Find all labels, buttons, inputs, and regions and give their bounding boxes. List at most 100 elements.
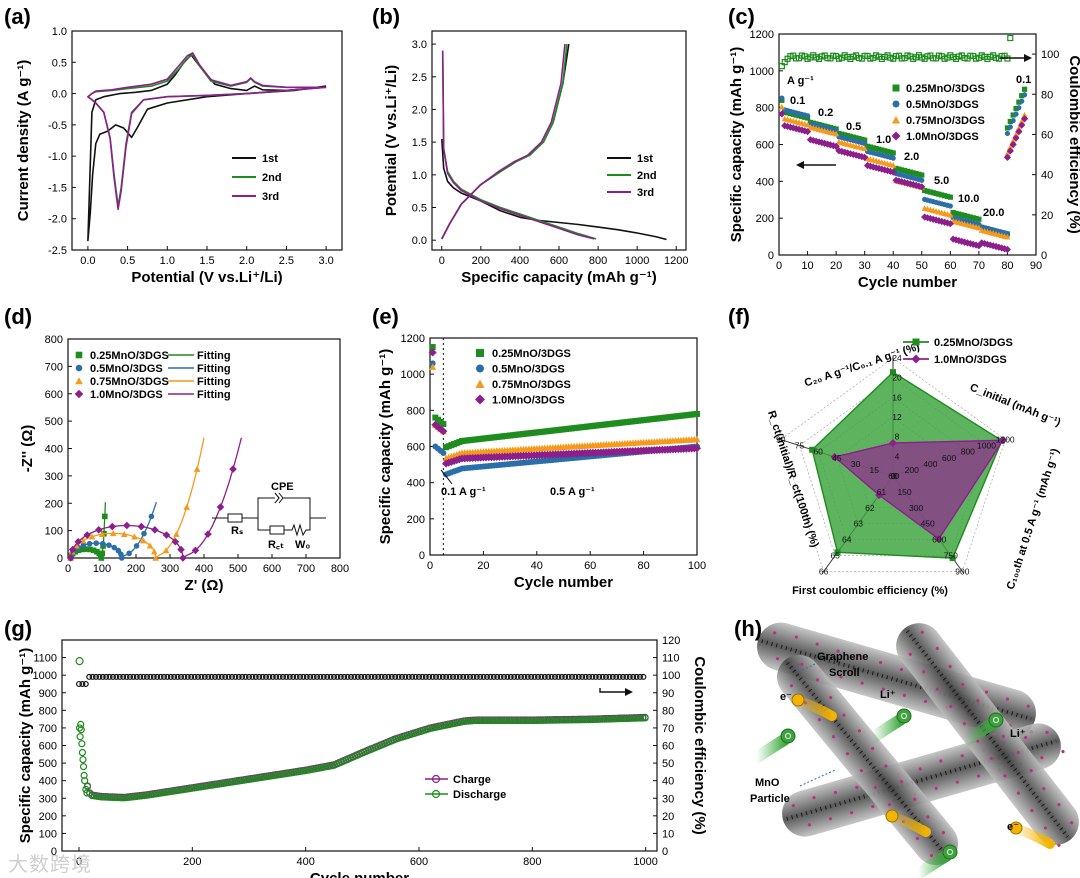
ce-point	[351, 673, 358, 680]
eis-point-0.75MnO/3DGS	[183, 503, 191, 510]
mno-particle	[1061, 749, 1065, 754]
radar-tick: 600	[932, 535, 946, 545]
mno-particle	[871, 804, 875, 809]
x-tick-label: 800	[589, 255, 607, 267]
wo-label: W₀	[295, 539, 310, 551]
ce-point	[443, 673, 450, 680]
graphene-scroll	[896, 623, 1079, 847]
legend-label: Discharge	[453, 789, 506, 801]
panel-h: Li⁺ Li⁺ e⁻ e⁻ Graphene Scroll MnO Particle (h)	[734, 616, 1079, 878]
y-tick-label: -0.5	[48, 120, 67, 132]
eis-point-0.5MnO/3DGS	[126, 550, 132, 557]
x-tick-label: 50	[916, 260, 928, 272]
mno-particle	[1016, 791, 1021, 795]
radar-tick: 63	[854, 519, 864, 529]
right-arrow	[599, 688, 628, 693]
mno-particle	[941, 831, 946, 835]
capacity-point-0.5MnO/3DGS	[890, 155, 896, 161]
x-tick-label: 100	[688, 560, 706, 572]
capacity-point-0.25MnO/3DGS	[950, 210, 956, 216]
cpe-symbol	[274, 492, 284, 504]
ce-point	[636, 673, 643, 680]
ce-point	[521, 673, 528, 680]
radar-vertex	[809, 446, 816, 453]
x-tick-label: 0	[427, 560, 433, 572]
capacity-point-0.25MnO/3DGS	[836, 130, 842, 137]
y-tick-label: 600	[45, 389, 63, 401]
electron	[1009, 821, 1023, 835]
ce-point	[293, 673, 300, 680]
capacity-point-0.5MnO/3DGS	[833, 127, 839, 134]
ce-point	[201, 673, 208, 680]
legend-label: 3rd	[262, 191, 279, 203]
ce-point	[368, 673, 375, 680]
legend-fit-label: Fitting	[197, 350, 231, 362]
capacity-point-0.25MnO/3DGS	[844, 133, 851, 139]
legend-marker	[912, 338, 920, 346]
ce-point	[99, 673, 106, 680]
mno-particle	[1029, 769, 1033, 773]
eis-point-0.75MnO/3DGS	[109, 530, 117, 537]
radar-vertex	[934, 535, 943, 544]
x-tick-label: 40	[887, 260, 899, 272]
mno-particle	[1040, 756, 1044, 760]
legend-label: 1.0MnO/3DGS	[492, 395, 565, 407]
y-tick-label: 900	[39, 688, 57, 700]
eis-point-1.0MnO/3DGS	[171, 537, 180, 546]
eis-point-0.5MnO/3DGS	[106, 542, 112, 548]
ce-point	[436, 673, 443, 680]
y-tick-label: 1000	[401, 369, 425, 381]
mno-particle	[1042, 787, 1046, 791]
capacity-point-0.5MnO/3DGS	[1010, 117, 1016, 124]
mno-particle	[1001, 734, 1005, 739]
ce-point	[242, 673, 249, 680]
ce-point	[290, 673, 297, 680]
radar-tick: 16	[892, 392, 902, 402]
ce-point	[235, 673, 242, 680]
ce-point	[215, 673, 222, 680]
eis-point-0.25MnO/3DGS	[87, 546, 93, 553]
y-tick-label: 400	[39, 776, 57, 788]
ce-point	[626, 673, 633, 680]
y2-tick-label: 110	[662, 653, 680, 665]
capacity-point-0.25MnO/3DGS	[907, 169, 913, 175]
radar-tick: 64	[842, 535, 852, 545]
capacity-point-0.25MnO/3DGS	[1007, 118, 1013, 125]
mno-particle	[923, 699, 928, 703]
ce-point	[198, 673, 205, 680]
ce-point	[314, 673, 321, 680]
radar-vertex	[830, 453, 839, 462]
panel-label: (f)	[728, 304, 750, 329]
capacity-point-0.25MnO/3DGS	[899, 167, 905, 173]
ce-point	[450, 673, 457, 680]
y2-axis-label: Coulombic efficiency (%)	[1066, 55, 1080, 233]
y-tick-label: 1200	[750, 29, 774, 41]
capacity-point-1.0MnO/3DGS	[918, 183, 926, 191]
ce-point	[480, 673, 487, 680]
ce-point	[205, 673, 212, 680]
ce-point	[116, 673, 123, 680]
panel-d: 0 100 200 300 400 500 600 700 800 0 100 200 300 400 50…	[4, 304, 349, 594]
graphene-label: Graphene	[817, 651, 868, 663]
cv-curve-2nd	[87, 53, 327, 207]
scroll-core	[761, 639, 1032, 721]
ce-point	[208, 673, 215, 680]
y-tick-label: 200	[407, 514, 425, 526]
ce-point	[229, 673, 236, 680]
ce-point	[361, 673, 368, 680]
ce-point	[1007, 34, 1014, 42]
mno-particle	[918, 767, 922, 771]
capacity-point-0.25MnO/3DGS	[1019, 93, 1025, 99]
electron-trail	[891, 813, 931, 837]
capacity-point-0.25MnO/3DGS	[933, 190, 939, 197]
legend-marker	[892, 116, 900, 124]
eis-point-0.5MnO/3DGS	[133, 543, 140, 549]
ce-point	[222, 673, 229, 680]
y-tick-label: 3.0	[412, 39, 427, 51]
ce-point	[310, 673, 317, 680]
ce-point	[263, 673, 270, 680]
capacity-point-0.5MnO/3DGS	[804, 113, 811, 119]
rate-label: 5.0	[934, 175, 949, 187]
ce-point	[164, 673, 171, 680]
ce-point	[596, 673, 603, 680]
